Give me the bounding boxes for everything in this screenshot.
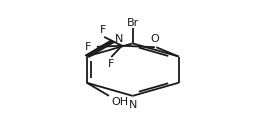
- Text: N: N: [128, 100, 137, 110]
- Text: OH: OH: [111, 97, 129, 107]
- Text: N: N: [115, 34, 123, 44]
- Text: F: F: [100, 25, 106, 35]
- Text: F: F: [85, 42, 91, 52]
- Text: O: O: [151, 34, 159, 44]
- Text: Br: Br: [126, 18, 139, 28]
- Text: F: F: [108, 59, 114, 69]
